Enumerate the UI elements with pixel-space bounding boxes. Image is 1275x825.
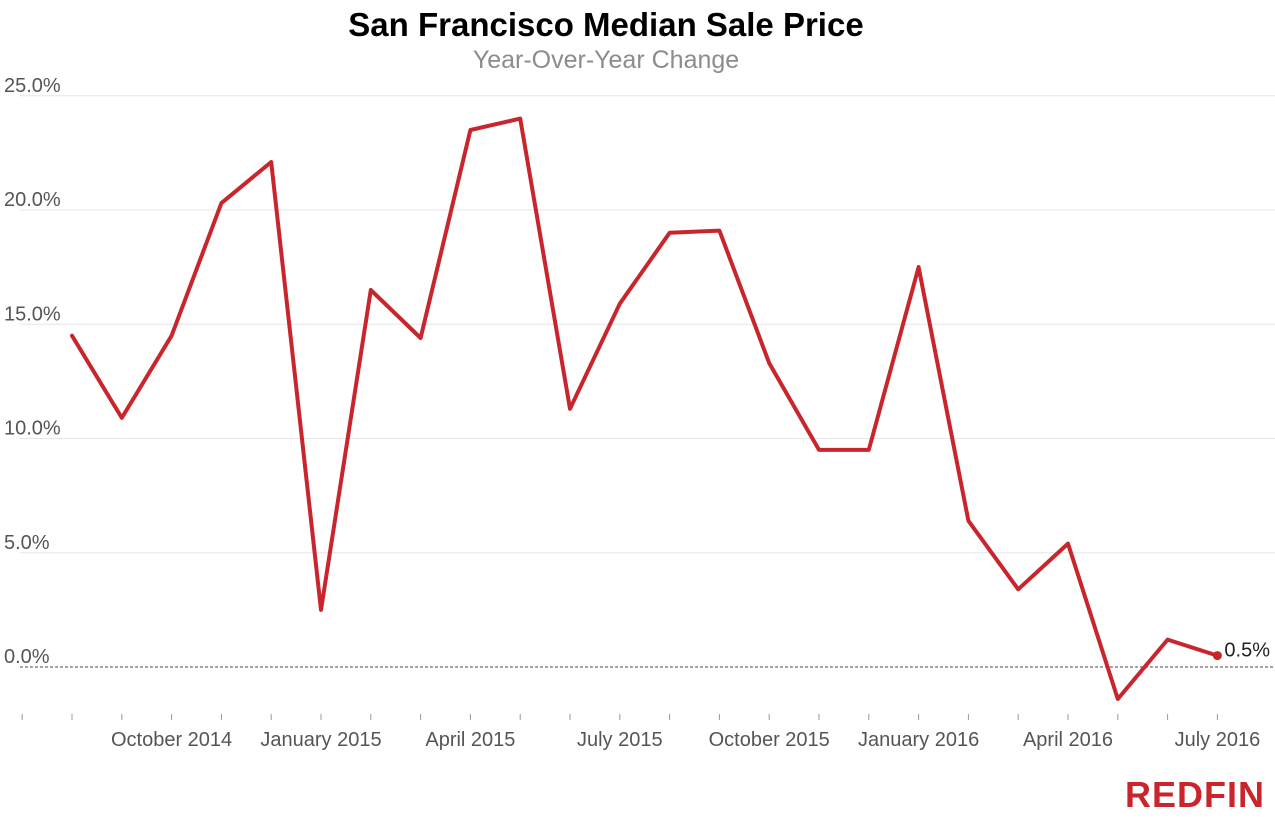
data-point (1016, 587, 1020, 591)
data-point (518, 117, 522, 121)
data-point (618, 302, 622, 306)
data-point (269, 160, 273, 164)
data-point (1166, 638, 1170, 642)
data-point (767, 361, 771, 365)
grid-lines (20, 95, 1275, 668)
redfin-logo: REDFIN (1125, 774, 1265, 815)
data-point (717, 229, 721, 233)
data-point (817, 448, 821, 452)
data-point (1116, 697, 1120, 701)
x-tick-label: April 2015 (425, 729, 515, 751)
data-point (468, 128, 472, 132)
series-line (70, 116, 1220, 701)
y-tick-label: 20.0% (4, 189, 61, 211)
data-point (319, 608, 323, 612)
chart-subtitle: Year-Over-Year Change (472, 46, 740, 74)
y-tick-label: 5.0% (4, 532, 50, 554)
x-tick-label: July 2016 (1175, 729, 1261, 751)
x-tick-label: October 2014 (111, 729, 232, 751)
data-point (219, 201, 223, 205)
data-point (668, 231, 672, 235)
y-axis-tick-labels: 0.0% 5.0% 10.0% 15.0% 20.0% 25.0% (4, 75, 61, 668)
data-point (867, 448, 871, 452)
x-tick-label: January 2016 (858, 729, 979, 751)
data-point (1066, 542, 1070, 546)
data-point (568, 407, 572, 411)
series-layer: 0.5% (70, 116, 1270, 701)
data-point (966, 519, 970, 523)
y-tick-label: 10.0% (4, 418, 61, 440)
data-point (120, 416, 124, 420)
data-point (419, 336, 423, 340)
end-value-label: 0.5% (1224, 640, 1270, 662)
x-axis: October 2014 January 2015 April 2015 July 2… (21, 714, 1261, 751)
x-tick-label: July 2015 (577, 729, 663, 751)
y-tick-label: 0.0% (4, 646, 50, 668)
end-point (1212, 651, 1222, 661)
x-tick-label: October 2015 (709, 729, 830, 751)
data-point (369, 288, 373, 292)
x-tick-label: April 2016 (1023, 729, 1113, 751)
chart-title: San Francisco Median Sale Price (348, 6, 864, 43)
data-point (70, 334, 74, 338)
x-tick-label: January 2015 (260, 729, 381, 751)
data-point (917, 265, 921, 269)
y-tick-label: 15.0% (4, 303, 61, 325)
y-tick-label: 25.0% (4, 75, 61, 97)
data-point (170, 334, 174, 338)
